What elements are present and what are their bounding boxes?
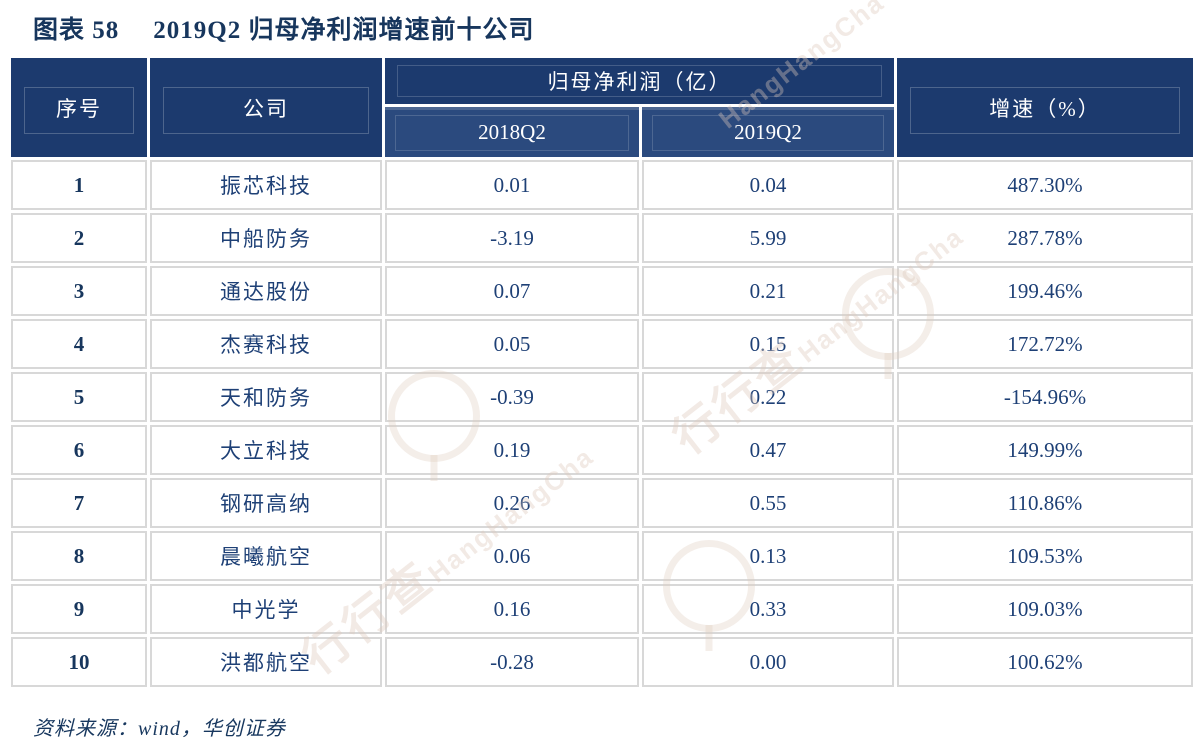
cell-growth: 149.99% (897, 425, 1193, 475)
cell-company: 钢研高纳 (150, 478, 382, 528)
cell-growth: 172.72% (897, 319, 1193, 369)
cell-company: 洪都航空 (150, 637, 382, 687)
cell-company: 天和防务 (150, 372, 382, 422)
source-note: 资料来源：wind，华创证券 (33, 718, 286, 740)
cell-2018q2: 0.16 (385, 584, 639, 634)
cell-2019q2: 0.21 (642, 266, 894, 316)
header-company: 公司 (150, 58, 382, 157)
cell-index: 7 (11, 478, 147, 528)
header-2018q2: 2018Q2 (385, 107, 639, 157)
cell-2018q2: 0.07 (385, 266, 639, 316)
header-2019q2: 2019Q2 (642, 107, 894, 157)
table-row: 2 中船防务 -3.19 5.99 287.78% (11, 213, 1193, 263)
cell-company: 杰赛科技 (150, 319, 382, 369)
cell-company: 中船防务 (150, 213, 382, 263)
cell-growth: 287.78% (897, 213, 1193, 263)
cell-index: 5 (11, 372, 147, 422)
cell-2019q2: 0.13 (642, 531, 894, 581)
table-row: 10 洪都航空 -0.28 0.00 100.62% (11, 637, 1193, 687)
cell-index: 10 (11, 637, 147, 687)
cell-company: 通达股份 (150, 266, 382, 316)
cell-growth: 199.46% (897, 266, 1193, 316)
page-title: 图表 58 2019Q2 归母净利润增速前十公司 (33, 8, 534, 48)
cell-growth: -154.96% (897, 372, 1193, 422)
cell-index: 9 (11, 584, 147, 634)
table-row: 9 中光学 0.16 0.33 109.03% (11, 584, 1193, 634)
cell-2019q2: 0.22 (642, 372, 894, 422)
cell-2018q2: 0.26 (385, 478, 639, 528)
cell-growth: 109.03% (897, 584, 1193, 634)
figure-number-label: 图表 58 (33, 17, 120, 44)
cell-growth: 109.53% (897, 531, 1193, 581)
header-index: 序号 (11, 58, 147, 157)
cell-2018q2: -0.28 (385, 637, 639, 687)
cell-growth: 110.86% (897, 478, 1193, 528)
table-row: 5 天和防务 -0.39 0.22 -154.96% (11, 372, 1193, 422)
table-row: 3 通达股份 0.07 0.21 199.46% (11, 266, 1193, 316)
cell-2019q2: 0.33 (642, 584, 894, 634)
cell-company: 晨曦航空 (150, 531, 382, 581)
cell-index: 3 (11, 266, 147, 316)
figure-title-text: 2019Q2 归母净利润增速前十公司 (153, 17, 535, 44)
cell-2019q2: 0.00 (642, 637, 894, 687)
cell-2018q2: -0.39 (385, 372, 639, 422)
cell-2019q2: 5.99 (642, 213, 894, 263)
cell-company: 振芯科技 (150, 160, 382, 210)
cell-index: 8 (11, 531, 147, 581)
cell-2019q2: 0.04 (642, 160, 894, 210)
table-row: 6 大立科技 0.19 0.47 149.99% (11, 425, 1193, 475)
cell-2018q2: 0.05 (385, 319, 639, 369)
cell-index: 4 (11, 319, 147, 369)
header-profit-group: 归母净利润（亿） (385, 58, 894, 104)
table-row: 1 振芯科技 0.01 0.04 487.30% (11, 160, 1193, 210)
table-row: 8 晨曦航空 0.06 0.13 109.53% (11, 531, 1193, 581)
table-row: 4 杰赛科技 0.05 0.15 172.72% (11, 319, 1193, 369)
cell-index: 6 (11, 425, 147, 475)
cell-index: 2 (11, 213, 147, 263)
profit-growth-table: 序号 公司 归母净利润（亿） 增速（%） 2018Q2 2019Q2 1 振芯科… (8, 55, 1196, 690)
cell-company: 大立科技 (150, 425, 382, 475)
cell-growth: 100.62% (897, 637, 1193, 687)
cell-index: 1 (11, 160, 147, 210)
cell-company: 中光学 (150, 584, 382, 634)
cell-2019q2: 0.47 (642, 425, 894, 475)
cell-2018q2: 0.01 (385, 160, 639, 210)
cell-2018q2: 0.06 (385, 531, 639, 581)
table-row: 7 钢研高纳 0.26 0.55 110.86% (11, 478, 1193, 528)
cell-2019q2: 0.15 (642, 319, 894, 369)
cell-2019q2: 0.55 (642, 478, 894, 528)
header-growth: 增速（%） (897, 58, 1193, 157)
cell-growth: 487.30% (897, 160, 1193, 210)
cell-2018q2: -3.19 (385, 213, 639, 263)
cell-2018q2: 0.19 (385, 425, 639, 475)
